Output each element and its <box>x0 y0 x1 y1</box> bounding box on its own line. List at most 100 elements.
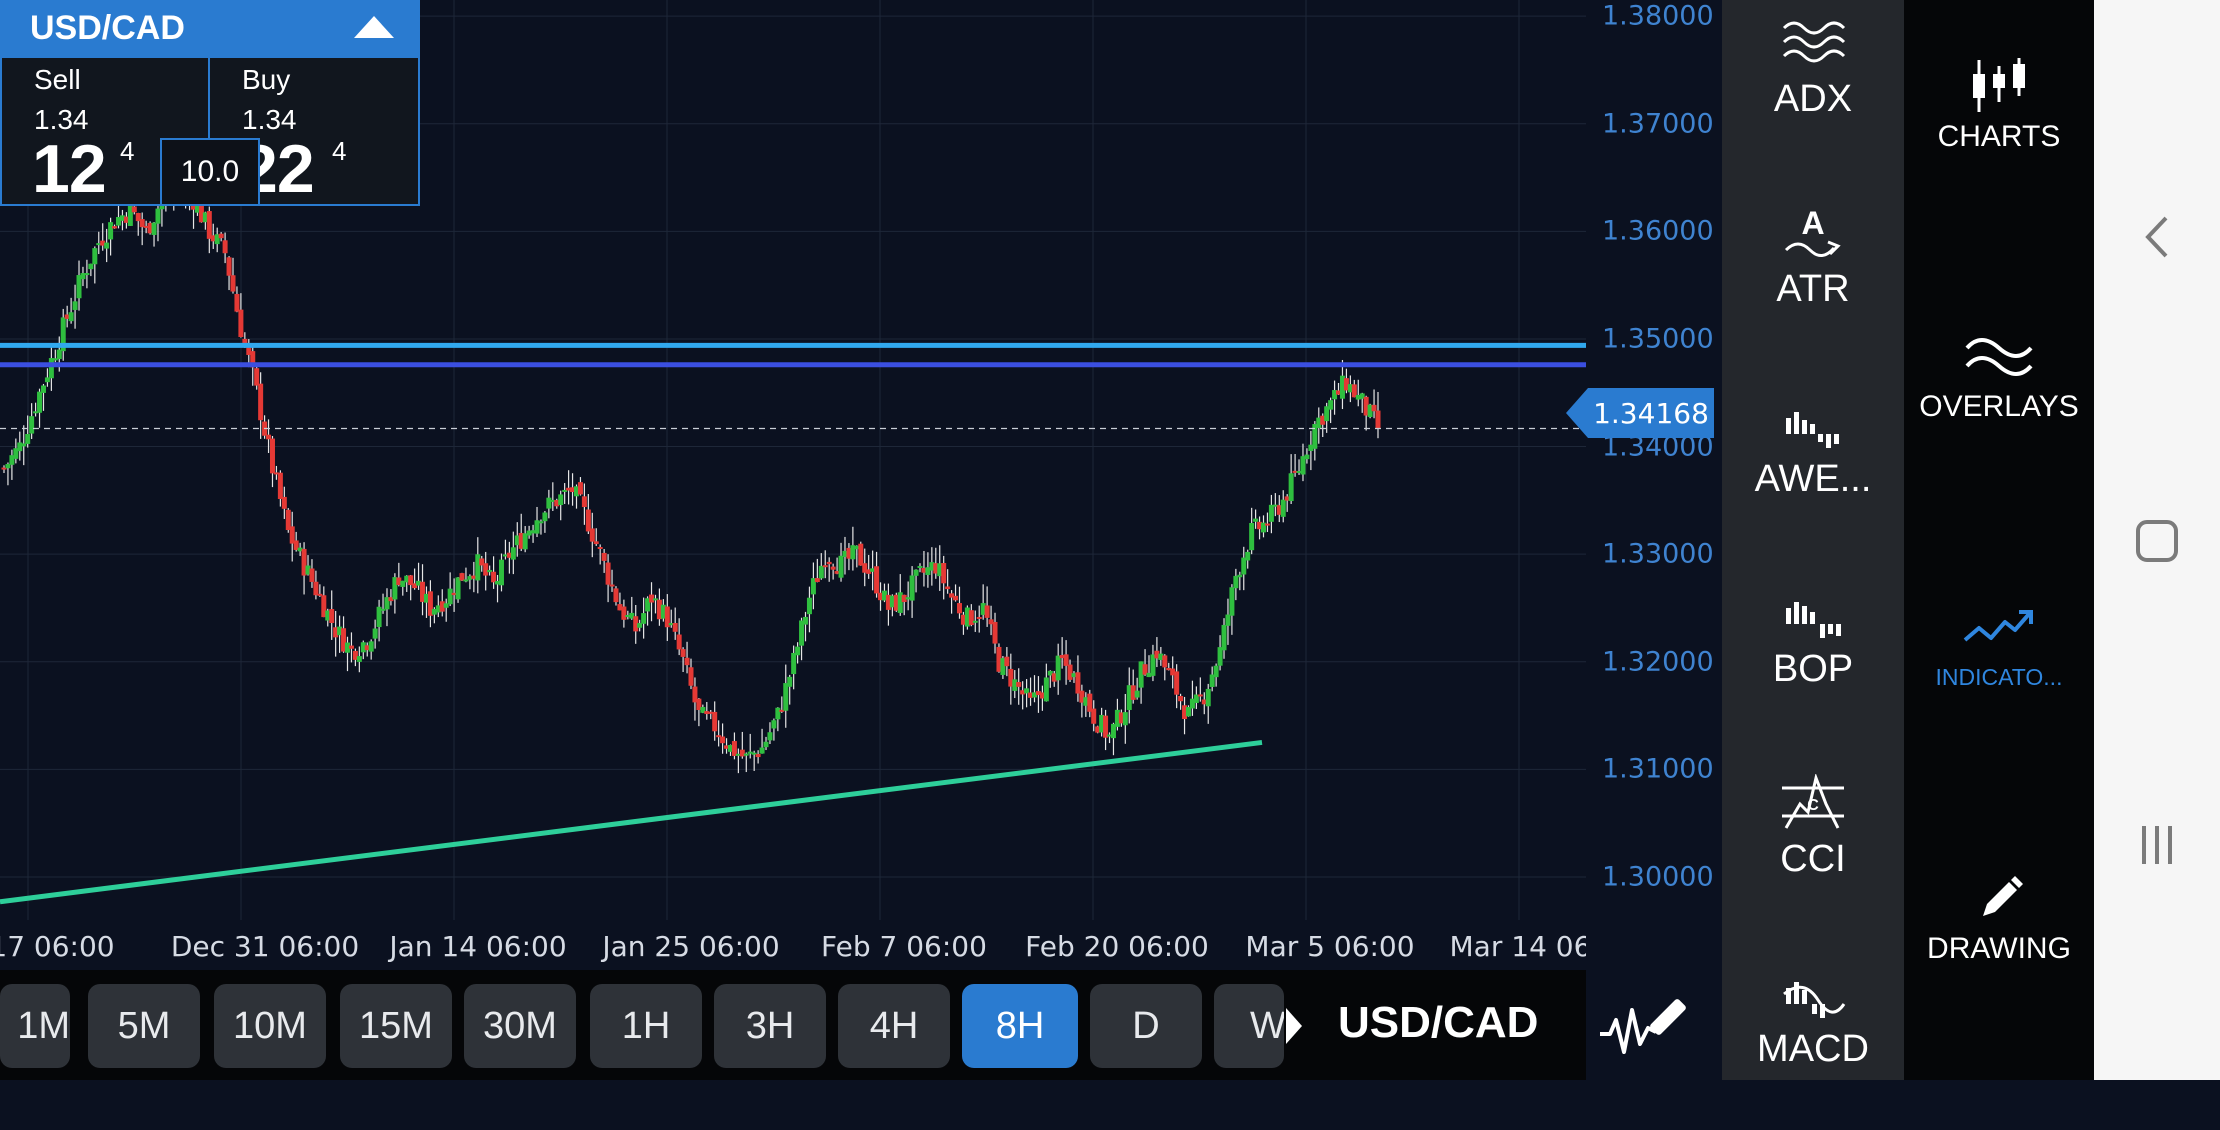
candle-body <box>139 219 145 228</box>
candle-body <box>953 595 959 601</box>
recent-apps-icon[interactable] <box>2124 812 2190 878</box>
timeframe-button-3h[interactable]: 3H <box>714 984 826 1068</box>
candle-body <box>80 273 86 280</box>
candle-body <box>972 620 978 623</box>
candle-body <box>874 566 880 594</box>
candle-body <box>522 533 528 550</box>
timeframe-button-10m[interactable]: 10M <box>214 984 326 1068</box>
candle-body <box>787 676 793 687</box>
candle-body <box>56 349 62 360</box>
candle-body <box>672 622 678 632</box>
candle-body <box>309 568 315 582</box>
home-icon[interactable] <box>2124 508 2190 574</box>
timeframe-button-30m[interactable]: 30M <box>464 984 576 1068</box>
candle-body <box>929 562 935 571</box>
candle-body <box>1043 677 1049 702</box>
candle-body <box>538 521 544 524</box>
candle-body <box>60 317 66 352</box>
chart-tools-icon[interactable] <box>1596 990 1688 1060</box>
sell-label: Sell <box>34 64 81 95</box>
candle-body <box>735 753 741 756</box>
candle-body <box>1075 672 1081 694</box>
price-chart[interactable]: 17 06:00 Dec 31 06:00 Jan 14 06:00 Jan 25 0… <box>0 0 1586 970</box>
candle-body <box>585 509 591 532</box>
timeframe-button-1m[interactable]: 1M <box>0 984 70 1068</box>
candle-body <box>321 595 327 618</box>
indicator-macd[interactable]: MACD <box>1722 950 1904 1130</box>
candle-body <box>878 592 884 601</box>
timeframe-button-5m[interactable]: 5M <box>88 984 200 1068</box>
indicator-atr[interactable]: A ATR <box>1722 190 1904 370</box>
candle-body <box>266 434 272 440</box>
timeframe-button-w[interactable]: W <box>1214 984 1284 1068</box>
candle-body <box>546 497 552 509</box>
candle-body <box>281 496 287 509</box>
candle-body <box>483 563 489 576</box>
candle-body <box>747 751 753 754</box>
candle-body <box>550 499 556 502</box>
candle-body <box>1110 723 1116 739</box>
candle-body <box>743 753 749 756</box>
candle-body <box>451 592 457 596</box>
candle-body <box>937 563 943 577</box>
timeframe-button-8h[interactable]: 8H <box>962 984 1078 1068</box>
candle-body <box>818 565 824 579</box>
candle-body <box>92 248 98 265</box>
candle-body <box>1103 715 1109 738</box>
candle-body <box>333 627 339 638</box>
price-tick-label: 1.37000 <box>1602 108 1714 140</box>
svg-text:A: A <box>1801 205 1824 241</box>
timeframe-button-d[interactable]: D <box>1090 984 1202 1068</box>
timeframe-button-4h[interactable]: 4H <box>838 984 950 1068</box>
indicator-atr-label: ATR <box>1776 268 1850 310</box>
menu-charts-label: CHARTS <box>1937 120 2061 153</box>
candle-body <box>423 593 429 603</box>
candle-body <box>352 650 358 660</box>
quote-header[interactable]: USD/CAD <box>0 0 420 56</box>
candlestick-chart[interactable] <box>0 0 1586 970</box>
candle-body <box>439 601 445 612</box>
candle-body <box>597 546 603 549</box>
candle-body <box>52 358 58 361</box>
candle-body <box>1257 521 1263 530</box>
timeframe-button-1h[interactable]: 1H <box>590 984 702 1068</box>
candle-body <box>933 563 939 574</box>
candle-body <box>862 563 868 573</box>
candle-body <box>491 571 497 583</box>
indicator-adx[interactable]: ADX <box>1722 0 1904 180</box>
candle-body <box>408 575 414 586</box>
timeframe-button-15m[interactable]: 15M <box>340 984 452 1068</box>
price-tick-label: 1.35000 <box>1602 323 1714 355</box>
candle-body <box>826 561 832 565</box>
candle-body <box>664 606 670 628</box>
candle-body <box>305 565 311 575</box>
candle-body <box>1351 384 1357 398</box>
candle-body <box>1280 499 1286 517</box>
back-icon[interactable] <box>2124 204 2190 270</box>
candle-body <box>964 607 970 627</box>
time-tick-label: Jan 25 06:00 <box>602 930 780 963</box>
trend-line[interactable] <box>0 739 1263 905</box>
candle-body <box>230 275 236 292</box>
candle-body <box>104 242 110 249</box>
candle-body <box>1197 694 1203 697</box>
candle-body <box>1193 694 1199 703</box>
collapse-arrow-icon[interactable] <box>354 16 394 38</box>
indicator-cci[interactable]: C CCI <box>1722 760 1904 940</box>
candle-body <box>119 215 125 221</box>
candle-body <box>345 642 350 653</box>
candle-body <box>21 443 27 447</box>
candle-body <box>708 711 714 714</box>
candle-body <box>649 594 655 603</box>
indicator-bop[interactable]: BOP <box>1722 570 1904 750</box>
candle-body <box>1000 658 1006 675</box>
candle-body <box>854 545 860 550</box>
scroll-right-icon[interactable] <box>1286 1008 1302 1044</box>
candle-body <box>838 555 844 578</box>
candle-body <box>526 530 532 536</box>
candle-body <box>1205 688 1211 707</box>
candle-body <box>727 745 733 752</box>
indicator-awesome-oscillator[interactable]: AWE... <box>1722 380 1904 560</box>
candle-body <box>33 411 39 414</box>
candle-body <box>1324 406 1330 422</box>
